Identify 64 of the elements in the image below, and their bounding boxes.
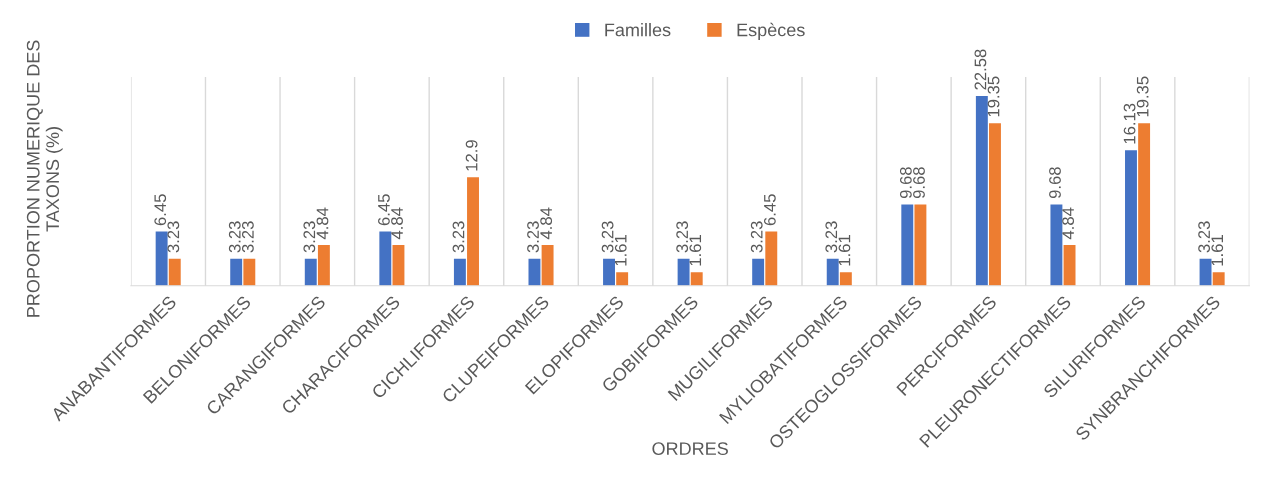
data-label: 4.84: [391, 207, 403, 240]
bar: [168, 258, 181, 286]
data-label: 3.23: [452, 221, 465, 253]
bar: [1138, 123, 1151, 286]
data-label: 1.61: [1211, 235, 1224, 266]
bar: [914, 204, 927, 286]
y-axis-title: PROPORTION NUMERIQUE DES TAXONS (%): [26, 40, 63, 317]
data-label: 3.23: [228, 221, 241, 253]
data-label: 6.45: [154, 194, 167, 226]
bar: [1125, 150, 1137, 286]
bar: [317, 245, 330, 286]
bar: [155, 231, 168, 286]
data-label: 3.23: [527, 221, 539, 253]
bar: [901, 204, 914, 286]
bar: [230, 258, 243, 286]
bar: [975, 96, 988, 286]
data-label: 3.23: [676, 221, 689, 253]
data-label: 3.23: [1198, 221, 1211, 253]
data-label: 6.45: [378, 194, 390, 226]
data-label: 3.23: [241, 221, 254, 253]
data-label: 1.61: [838, 235, 851, 266]
data-label: 9.68: [1049, 167, 1061, 199]
bar: [304, 258, 317, 286]
bar: [453, 258, 466, 286]
data-label: 22.58: [974, 49, 987, 90]
bar: [392, 245, 405, 286]
bar: [839, 272, 852, 286]
data-label: 4.84: [540, 207, 553, 240]
data-label: 6.45: [763, 194, 776, 226]
data-label: 3.23: [825, 221, 838, 253]
data-label: 3.23: [303, 221, 316, 253]
data-label: 16.13: [1123, 103, 1136, 144]
bar: [243, 258, 256, 286]
bar: [528, 258, 541, 286]
data-label: 12.9: [465, 140, 478, 171]
data-label: 3.23: [167, 221, 180, 253]
legend-label: Familles: [605, 23, 671, 37]
bar: [752, 258, 765, 286]
bar: [1050, 204, 1063, 286]
legend-label: Espèces: [737, 22, 805, 40]
bar: [677, 258, 690, 286]
data-label: 3.23: [601, 221, 614, 253]
data-label: 3.23: [750, 221, 763, 253]
x-axis-title: ORDRES: [652, 442, 728, 456]
bar: [826, 258, 839, 286]
bar: [690, 272, 703, 286]
bar: [467, 177, 479, 286]
data-label: 4.84: [316, 207, 329, 240]
bar: [1063, 245, 1076, 286]
data-label: 9.68: [913, 167, 925, 199]
bar: [765, 231, 778, 286]
bar: [379, 231, 392, 286]
bar: [541, 245, 554, 286]
bar: [616, 272, 629, 286]
data-label: 1.61: [689, 235, 702, 266]
data-label: 9.68: [899, 167, 912, 199]
bar: [1199, 258, 1212, 286]
bar: [1212, 272, 1225, 286]
bar: [989, 123, 1001, 286]
data-label: 4.84: [1062, 207, 1075, 240]
data-label: 1.61: [614, 235, 627, 266]
data-label: 19.35: [987, 76, 1000, 117]
bar: [603, 258, 615, 286]
data-label: 19.35: [1136, 76, 1149, 117]
